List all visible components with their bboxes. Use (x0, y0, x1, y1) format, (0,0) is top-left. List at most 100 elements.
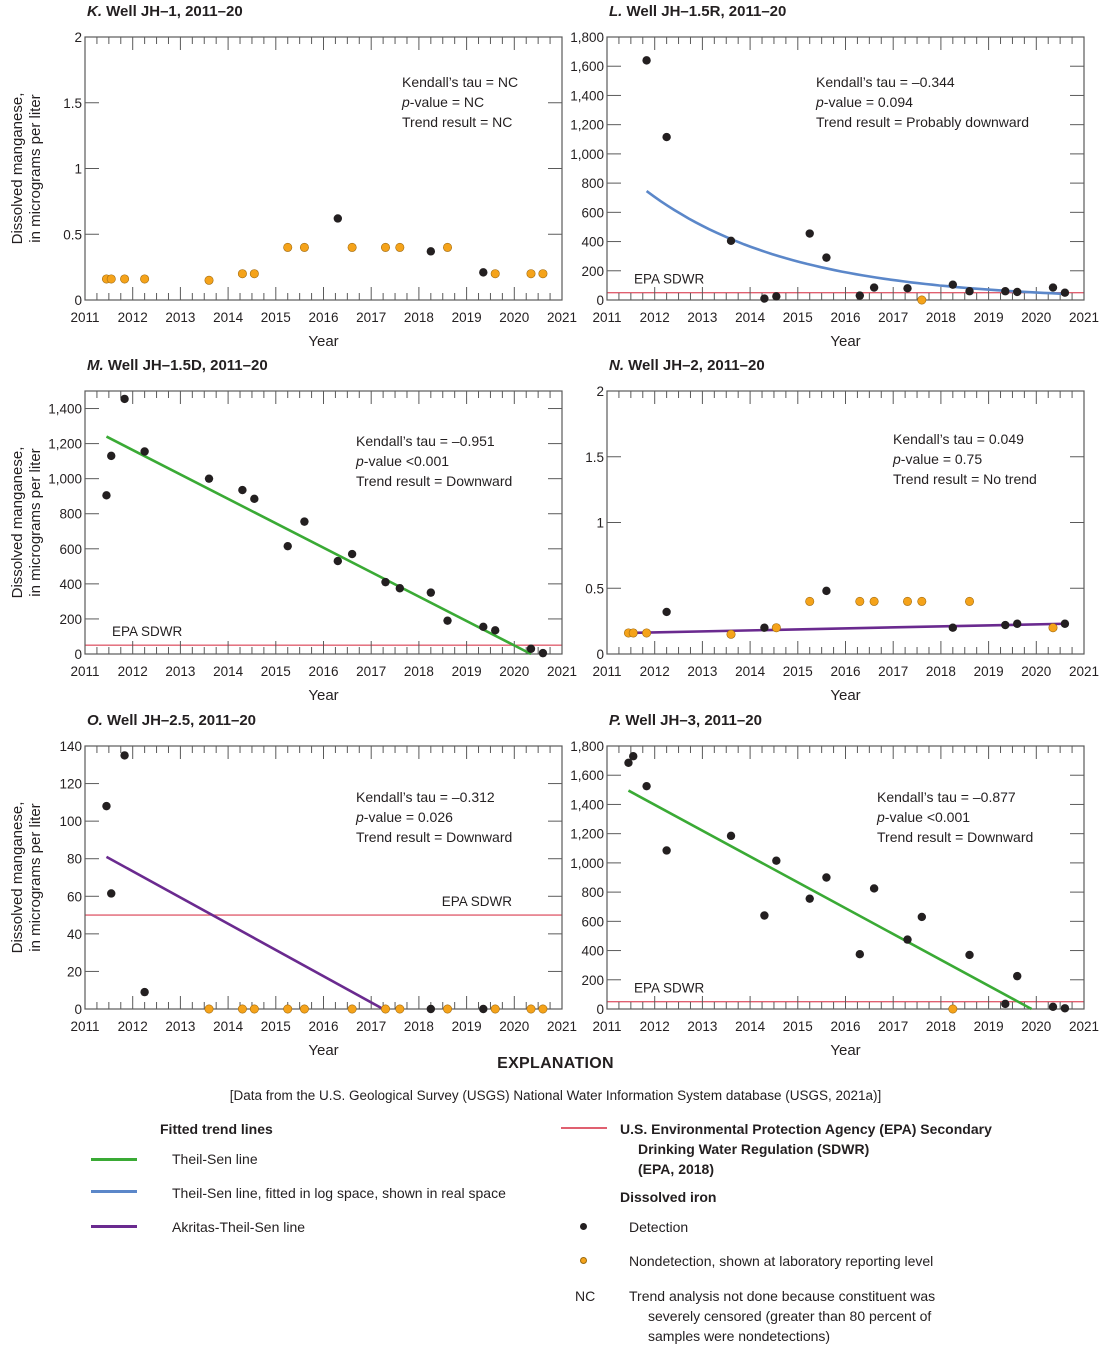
detection-point (102, 801, 111, 811)
nondetection-point (106, 274, 116, 284)
stats-line-3: Trend result = Downward (356, 829, 512, 845)
y-axis-label-line-1: Dissolved manganese, (9, 802, 26, 954)
y-tick-label: 400 (59, 577, 82, 592)
detection-point (662, 132, 671, 142)
x-tick-label: 2019 (452, 310, 482, 325)
theil-sen-swatch (91, 1158, 137, 1161)
detection-point (726, 236, 736, 246)
detection-point (1013, 971, 1022, 981)
x-tick-label: 2014 (735, 1019, 766, 1034)
p-italic: p (355, 453, 364, 469)
panel-letter: P. (609, 712, 621, 729)
nondetection-point (965, 596, 975, 606)
x-tick-label: 2011 (592, 664, 621, 679)
nondetection-point (917, 596, 927, 606)
x-tick-label: 2015 (783, 664, 813, 679)
nc-line-1: Trend analysis not done because constitu… (629, 1288, 936, 1304)
y-tick-label: 600 (581, 205, 604, 220)
stats-line-1: Kendall’s tau = –0.951 (356, 433, 495, 449)
nondetection-point (805, 596, 815, 606)
panel-title: P. Well JH–3, 2011–20 (609, 712, 762, 729)
panel-letter: L. (609, 3, 622, 20)
epa-line-2: Drinking Water Regulation (SDWR) (638, 1141, 870, 1157)
nondetection-point (299, 242, 309, 252)
y-tick-label: 600 (581, 914, 604, 929)
detection-point (283, 541, 292, 551)
legend-label: Theil-Sen line (172, 1151, 258, 1167)
trend-line-akritas (105, 855, 384, 1011)
detection-point (917, 912, 927, 922)
nondetection-point (237, 1004, 247, 1014)
detection-point (238, 485, 247, 495)
y-tick-label: 1,400 (48, 402, 82, 417)
x-axis-label: Year (830, 687, 860, 704)
y-tick-label: 0 (74, 1002, 82, 1017)
panel-title: L. Well JH–1.5R, 2011–20 (609, 3, 786, 20)
nondetection-point (443, 242, 453, 252)
legend-label: Detection (629, 1219, 689, 1235)
panel-title-text: Well JH–1.5R, 2011–20 (622, 3, 786, 20)
x-tick-label: 2017 (878, 1019, 908, 1034)
stats-line-1: Kendall’s tau = NC (402, 74, 518, 90)
detection-point (102, 491, 111, 500)
y-tick-label: 0 (596, 293, 604, 308)
detection-point (822, 586, 831, 596)
p-italic: p (355, 809, 364, 825)
detection-point (760, 294, 769, 303)
nc-line-3: samples were nondetections) (648, 1328, 831, 1344)
stats-line-1: Kendall’s tau = 0.049 (893, 431, 1024, 447)
y-tick-label: 1,600 (570, 59, 604, 74)
x-tick-label: 2021 (547, 310, 577, 325)
detection-point (479, 268, 488, 277)
nondetection-point (140, 274, 150, 284)
nondetection-point (299, 1004, 309, 1014)
trend-line-akritas (628, 622, 1065, 635)
x-tick-label: 2018 (926, 1019, 956, 1034)
detection-point (629, 752, 638, 761)
y-tick-label: 1,200 (48, 437, 82, 452)
nondetection-point (443, 1004, 453, 1014)
nc-symbol: NC (575, 1288, 596, 1304)
y-tick-label: 1,600 (570, 768, 604, 783)
detection-point (204, 474, 214, 483)
panel-title-text: Well JH–1.5D, 2011–20 (104, 357, 268, 374)
panel-title: N. Well JH–2, 2011–20 (609, 357, 765, 374)
nondetection-point (490, 1004, 500, 1014)
stats-line-2: p-value <0.001 (355, 453, 449, 469)
panel-letter: O. (87, 712, 103, 729)
x-axis-label: Year (308, 687, 338, 704)
stats-text: -value = 0.026 (364, 809, 453, 825)
p-italic: p (815, 94, 824, 110)
y-axis-label-line-1: Dissolved manganese, (9, 447, 26, 599)
y-tick-label: 0 (74, 293, 82, 308)
detection-point (642, 56, 651, 65)
detection-point (333, 214, 343, 223)
x-tick-label: 2015 (261, 664, 291, 679)
x-tick-label: 2017 (878, 664, 908, 679)
y-tick-label: 200 (59, 612, 82, 627)
detection-point (140, 987, 149, 997)
nondetection-point (381, 1004, 391, 1014)
stats-text: -value <0.001 (885, 809, 970, 825)
explanation-title: EXPLANATION (497, 1055, 614, 1072)
stats-text: -value = 0.094 (824, 94, 913, 110)
epa-sdwr-label: EPA SDWR (112, 624, 183, 639)
x-tick-label: 2013 (687, 664, 717, 679)
nondetection-point (490, 269, 500, 279)
x-tick-label: 2021 (547, 1019, 577, 1034)
panel-title: M. Well JH–1.5D, 2011–20 (87, 357, 268, 374)
x-tick-label: 2016 (308, 310, 338, 325)
x-tick-label: 2016 (830, 664, 860, 679)
legend-label: Akritas-Theil-Sen line (172, 1219, 306, 1235)
y-tick-label: 1,400 (570, 88, 604, 103)
nondetection-point (869, 596, 879, 606)
x-tick-label: 2014 (213, 664, 244, 679)
nondetection-point (347, 242, 357, 252)
trend-line-log-theil-sen (645, 190, 1065, 296)
x-axis-label: Year (830, 333, 860, 350)
epa-sdwr-swatch (561, 1127, 607, 1129)
stats-line-3: Trend result = No trend (893, 471, 1037, 487)
detection-point (107, 451, 116, 461)
dissolved-iron-heading: Dissolved iron (620, 1189, 717, 1205)
nondetection-point (249, 269, 259, 279)
